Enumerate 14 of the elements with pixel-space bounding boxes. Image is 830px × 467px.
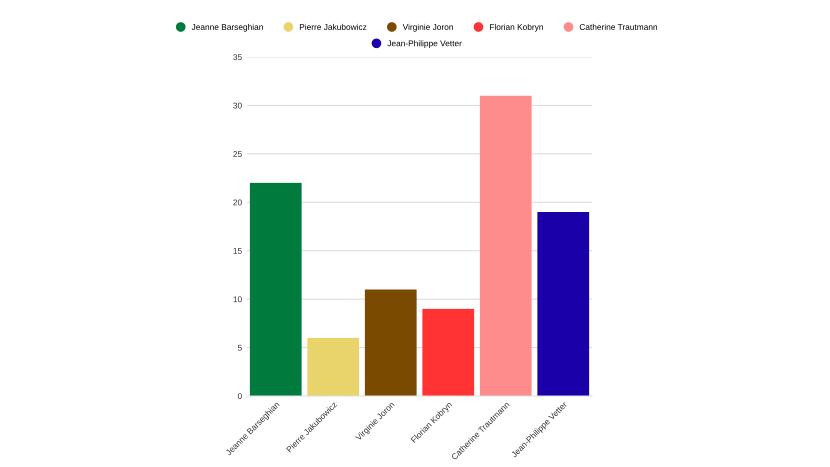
legend-label: Virginie Joron — [402, 24, 453, 32]
y-tick-label: 10 — [234, 296, 242, 302]
legend-label: Pierre Jakubowicz — [300, 24, 366, 30]
y-tick-label: 0 — [238, 393, 242, 400]
y-tick-label: 15 — [234, 248, 242, 254]
legend-label: Jeanne Barseghian — [192, 24, 263, 32]
legend-label: Jean-Philippe Vetter — [387, 40, 462, 48]
legend-label: Catherine Trautmann — [580, 24, 658, 30]
y-tick-label: 35 — [233, 54, 242, 60]
y-tick-label: 30 — [233, 102, 242, 109]
y-tick-label: 20 — [233, 199, 242, 206]
legend-label: Florian Kobryn — [490, 24, 543, 32]
y-tick-label: 5 — [238, 344, 242, 351]
y-tick-label: 25 — [233, 151, 242, 157]
